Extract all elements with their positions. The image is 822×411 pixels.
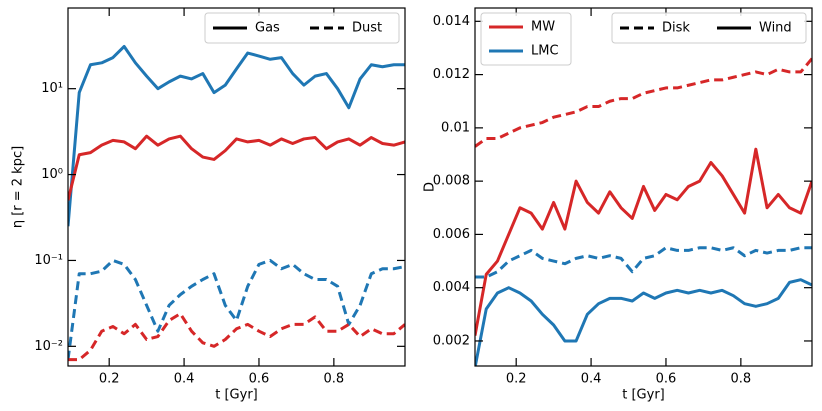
y-tick-label: 0.012 [433, 67, 470, 82]
y-tick-label: 0.006 [433, 227, 470, 242]
y-tick-label: 0.01 [441, 120, 470, 135]
y-tick-label: 10⁻² [34, 339, 63, 354]
y-tick-label: 0.002 [433, 333, 470, 348]
plot-lines [475, 57, 812, 366]
axes-frame [67, 7, 406, 367]
legend-label: MW [531, 20, 555, 35]
x-axis-label: t [Gyr] [622, 388, 665, 403]
y-tick-label: 10¹ [41, 81, 63, 96]
x-tick-label: 0.6 [656, 372, 677, 387]
x-tick-label: 0.2 [99, 372, 120, 387]
series-line [475, 147, 812, 336]
legend-box [611, 12, 807, 44]
series-line [68, 134, 405, 201]
x-tick-label: 0.6 [249, 372, 270, 387]
y-axis-label: D [423, 182, 438, 192]
legend-label: Dust [352, 21, 382, 36]
legend-label: Gas [255, 21, 280, 36]
plot-lines [68, 44, 405, 362]
series-line [68, 312, 405, 362]
x-tick-label: 0.8 [324, 372, 345, 387]
y-axis-label: η [r = 2 kpc] [11, 146, 26, 228]
y-tick-label: 10⁰ [41, 167, 63, 182]
legend-label: Disk [662, 21, 690, 36]
x-tick-label: 0.4 [581, 372, 602, 387]
legend-label: Wind [759, 21, 792, 36]
x-tick-label: 0.4 [174, 372, 195, 387]
legend-box [204, 12, 400, 44]
y-tick-label: 10⁻¹ [34, 253, 63, 268]
x-tick-label: 0.8 [731, 372, 752, 387]
y-tick-label: 0.008 [433, 174, 470, 189]
y-tick-label: 0.014 [433, 14, 470, 29]
x-axis-label: t [Gyr] [215, 388, 258, 403]
series-line [475, 57, 812, 148]
series-line [68, 44, 405, 227]
x-tick-label: 0.2 [506, 372, 527, 387]
y-tick-label: 0.004 [433, 280, 470, 295]
legend-label: LMC [531, 44, 559, 59]
series-line [68, 258, 405, 360]
series-line [475, 278, 812, 366]
series-line [475, 246, 812, 279]
axes-frame [474, 7, 813, 367]
